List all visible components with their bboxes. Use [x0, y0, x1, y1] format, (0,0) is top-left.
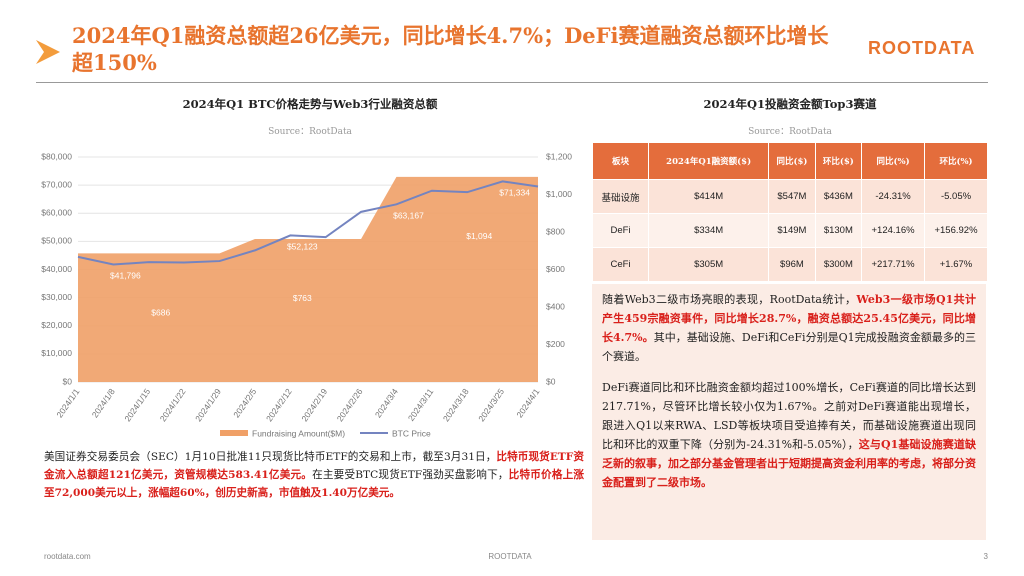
chart-title: 2024年Q1 BTC价格走势与Web3行业融资总额: [182, 97, 438, 111]
table-cell: $300M: [814, 247, 863, 282]
line: [77, 180, 539, 266]
table-cell: $334M: [648, 213, 770, 248]
y-tick-label: $30,000: [41, 292, 72, 302]
legend-label: BTC Price: [392, 428, 431, 438]
data-label: $1,094: [466, 231, 492, 241]
table-header: 板块: [591, 142, 650, 180]
x-tick-label: 2024/3/4: [373, 386, 400, 419]
y2-tick-label: $600: [546, 264, 565, 274]
footer-center: ROOTDATA: [488, 552, 532, 561]
table: 板块 2024年Q1融资额($) 同比($) 环比($) 同比(%) 环比(%) 基础设施 $…: [591, 142, 988, 282]
paragraph: 随着Web3二级市场亮眼的表现，RootData统计，Web3一级市场Q1共计产…: [602, 290, 976, 366]
table-cell: $414M: [648, 179, 770, 214]
y2-tick-label: $400: [546, 301, 565, 311]
y2-tick-label: $1,200: [546, 151, 572, 161]
x-tick-label: 2024/2/26: [335, 386, 365, 423]
y-tick-label: $20,000: [41, 320, 72, 330]
table-cell: -24.31%: [861, 179, 926, 214]
table-title: 2024年Q1投融资金额Top3赛道: [703, 97, 877, 111]
y-tick-label: $40,000: [41, 264, 72, 274]
table-cell: $96M: [768, 247, 816, 282]
legend-swatch: [220, 430, 248, 436]
x-tick-label: 2024/3/11: [406, 386, 436, 422]
data-label: $71,334: [499, 188, 530, 198]
table-cell: -5.05%: [924, 179, 988, 214]
paragraph: DeFi赛道同比和环比融资金额均超过100%增长，CeFi赛道的同比增长达到21…: [602, 378, 976, 492]
footer-left: rootdata.com: [44, 552, 91, 561]
arrow-icon: [36, 40, 60, 64]
chart: $0 $10,000 $20,000 $30,000 $40,000 $50,000 $60…: [41, 151, 572, 438]
x-tick-label: 2024/1/29: [193, 386, 223, 423]
table-header: 同比(%): [861, 142, 926, 180]
table-cell: +156.92%: [924, 213, 988, 248]
table-source: Source：RootData: [748, 127, 832, 137]
page-number: 3: [983, 552, 988, 561]
table-cell: +124.16%: [861, 213, 926, 248]
text-run: 随着Web3二级市场亮眼的表现，RootData统计，: [602, 293, 857, 306]
y2-tick-label: $1,000: [546, 189, 572, 199]
text-run: 美国证券交易委员会（SEC）1月10日批准11只现货比特币ETF的交易和上市，截…: [44, 451, 497, 463]
text-run: 比特币现货ETF资金流入总额超121亿美元，资管规模达583.41亿美元。: [44, 451, 584, 481]
table-cell: $130M: [814, 213, 863, 248]
text-box: 随着Web3二级市场亮眼的表现，RootData统计，Web3一级市场Q1共计产…: [592, 284, 986, 540]
y-tick-label: $80,000: [41, 151, 72, 161]
y-tick-label: $10,000: [41, 348, 72, 358]
title: 2024年Q1融资总额超26亿美元，同比增长4.7%；DeFi赛道融资总额环比增…: [72, 23, 829, 75]
table-row: DeFi $334M $149M $130M +124.16% +156.92%: [591, 213, 988, 248]
data-label: $686: [151, 308, 170, 318]
x-tick-label: 2024/2/19: [299, 386, 329, 423]
x-tick-label: 2024/1/15: [122, 386, 152, 423]
x-tick-label: 2024/3/25: [476, 386, 506, 423]
table-cell: $436M: [814, 179, 863, 214]
data-label: $63,167: [393, 211, 424, 221]
divider: [36, 82, 988, 83]
table-row: CeFi $305M $96M $300M +217.71% +1.67%: [591, 247, 988, 282]
table-header: 环比($): [814, 142, 863, 180]
table-cell: 基础设施: [591, 179, 650, 214]
logo: ROOTDATA: [868, 38, 976, 58]
x-tick-label: 2024/2/12: [264, 386, 294, 423]
table-cell: $305M: [648, 247, 770, 282]
table-cell: $149M: [768, 213, 816, 248]
table-row: 基础设施 $414M $547M $436M -24.31% -5.05%: [591, 179, 988, 214]
y-tick-label: $0: [63, 376, 73, 386]
x-tick-label: 2024/2/5: [231, 386, 258, 419]
left-text: 美国证券交易委员会（SEC）1月10日批准11只现货比特币ETF的交易和上市，截…: [44, 448, 584, 502]
x-tick-label: 2024/1/1: [54, 386, 81, 419]
text-run: DeFi赛道同比和环比融资金额均超过100%增长，CeFi赛道的同比增长达到21…: [602, 381, 976, 451]
x-tick-label: 2024/4/1: [514, 386, 541, 419]
y-tick-label: $60,000: [41, 208, 72, 218]
table-cell: +217.71%: [861, 247, 926, 282]
data-label: $52,123: [287, 242, 318, 252]
table-header: 2024年Q1融资额($): [648, 142, 770, 180]
y-tick-label: $70,000: [41, 179, 72, 189]
table-header: 环比(%): [924, 142, 988, 180]
table-cell: CeFi: [591, 247, 650, 282]
paragraph: 美国证券交易委员会（SEC）1月10日批准11只现货比特币ETF的交易和上市，截…: [44, 448, 584, 502]
legend-label: Fundraising Amount($M): [252, 428, 345, 438]
text-run: 这与Q1基础设施赛道缺乏新的叙事，加之部分基金管理者出于短期提高资金利用率的考虑…: [602, 438, 976, 489]
table-cell: DeFi: [591, 213, 650, 248]
text-run: 其中，基础设施、DeFi和CeFi分别是Q1完成投融资金额最多的三个赛道。: [602, 331, 976, 363]
y-tick-label: $50,000: [41, 236, 72, 246]
area: [78, 176, 538, 382]
y2-tick-label: $0: [546, 376, 556, 386]
text-run: 比特币价格上涨至72,000美元以上，涨幅超60%，创历史新高，市值触及1.40…: [44, 469, 585, 499]
data-label: $763: [293, 293, 312, 303]
x-tick-label: 2024/1/22: [158, 386, 188, 423]
x-tick-label: 2024/1/8: [90, 386, 117, 419]
chart-source: Source：RootData: [268, 127, 352, 137]
text-run: Web3一级市场Q1共计产生459宗融资事件，同比增长28.7%，融资总额达25…: [602, 293, 976, 344]
text-run: 在主要受BTC现货ETF强劲买盘影响下，: [312, 469, 509, 481]
data-label: $41,796: [110, 271, 141, 281]
x-tick-label: 2024/3/18: [441, 386, 471, 423]
table-cell: $547M: [768, 179, 816, 214]
table-header: 同比($): [768, 142, 816, 180]
table-cell: +1.67%: [924, 247, 988, 282]
y2-tick-label: $200: [546, 339, 565, 349]
y2-tick-label: $800: [546, 226, 565, 236]
